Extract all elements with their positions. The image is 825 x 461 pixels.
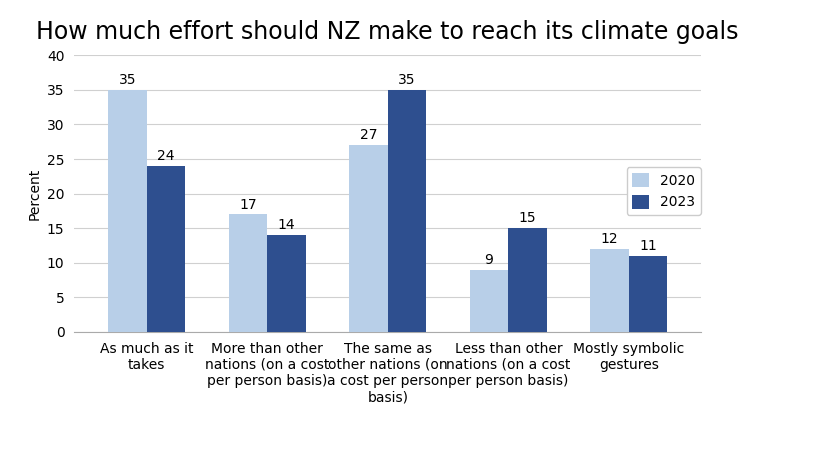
Bar xyxy=(469,270,508,332)
Bar xyxy=(629,256,667,332)
Text: 35: 35 xyxy=(119,73,136,87)
Title: How much effort should NZ make to reach its climate goals: How much effort should NZ make to reach … xyxy=(36,20,739,44)
Bar xyxy=(267,235,306,332)
Text: 15: 15 xyxy=(519,212,536,225)
Text: 17: 17 xyxy=(239,198,257,212)
Text: 24: 24 xyxy=(157,149,175,163)
Text: 11: 11 xyxy=(639,239,657,253)
Legend: 2020, 2023: 2020, 2023 xyxy=(627,167,700,215)
Text: 14: 14 xyxy=(278,219,295,232)
Bar xyxy=(147,166,185,332)
Bar xyxy=(508,228,547,332)
Text: 12: 12 xyxy=(601,232,619,246)
Text: 27: 27 xyxy=(360,129,377,142)
Text: 35: 35 xyxy=(398,73,416,87)
Y-axis label: Percent: Percent xyxy=(27,167,41,220)
Bar xyxy=(229,214,267,332)
Text: 9: 9 xyxy=(484,253,493,267)
Bar xyxy=(349,145,388,332)
Bar xyxy=(591,249,629,332)
Bar xyxy=(108,90,147,332)
Bar xyxy=(388,90,427,332)
